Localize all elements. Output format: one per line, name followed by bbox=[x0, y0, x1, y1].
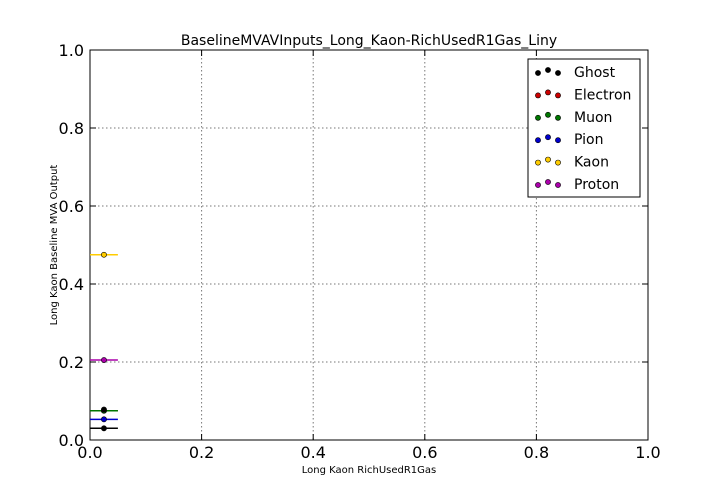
y-tick-label: 0.4 bbox=[59, 275, 84, 294]
legend-marker-proton bbox=[535, 182, 541, 188]
legend-label-ghost: Ghost bbox=[574, 65, 616, 81]
data-point-ghost bbox=[101, 425, 107, 432]
x-tick-label: 0.6 bbox=[412, 443, 437, 462]
y-axis-label: Long Kaon Baseline MVA Output bbox=[49, 165, 60, 326]
x-axis-label: Long Kaon RichUsedR1Gas bbox=[302, 465, 437, 476]
x-tick-label: 0.4 bbox=[300, 443, 325, 462]
data-point-kaon bbox=[101, 251, 107, 258]
y-tick-label: 0.6 bbox=[59, 197, 84, 216]
legend-marker-ghost bbox=[545, 67, 551, 73]
data-marks bbox=[90, 251, 118, 432]
legend-label-electron: Electron bbox=[574, 87, 631, 103]
chart-title: BaselineMVAVInputs_Long_Kaon-RichUsedR1G… bbox=[181, 33, 557, 49]
legend-marker-electron bbox=[545, 89, 551, 96]
legend-marker-ghost bbox=[535, 70, 541, 76]
legend-marker-ghost bbox=[555, 70, 561, 76]
plot-frame bbox=[89, 49, 649, 441]
x-tick-label: 0.2 bbox=[189, 443, 214, 462]
legend-marker-electron bbox=[535, 92, 541, 99]
legend-label-pion: Pion bbox=[574, 132, 603, 148]
legend-frame bbox=[527, 58, 641, 198]
legend-marker-pion bbox=[535, 137, 541, 144]
legend-marker-pion bbox=[545, 134, 551, 141]
y-tick-label: 1.0 bbox=[59, 41, 84, 60]
legend: Ghost Electron Muon Pion Kaon Proton bbox=[527, 58, 641, 198]
legend-label-kaon: Kaon bbox=[574, 155, 609, 171]
legend-marker-kaon bbox=[535, 159, 541, 166]
legend-marker-muon bbox=[535, 114, 541, 121]
legend-marker-muon bbox=[555, 114, 561, 121]
legend-label-muon: Muon bbox=[574, 110, 612, 126]
x-tick-label: 0.0 bbox=[77, 443, 102, 462]
legend-marker-pion bbox=[555, 137, 561, 144]
data-point-ghost bbox=[101, 406, 107, 413]
y-tick-label: 0.8 bbox=[59, 119, 84, 138]
axis-ticks: 0.0 0.2 0.4 0.6 0.8 1.0 0.0 0.2 0.4 0.6 0.8 1.0 bbox=[59, 41, 661, 462]
legend-marker-kaon bbox=[555, 159, 561, 166]
legend-marker-electron bbox=[555, 92, 561, 99]
data-point-proton bbox=[101, 357, 107, 363]
legend-marker-muon bbox=[545, 111, 551, 118]
y-tick-label: 0.2 bbox=[59, 353, 84, 372]
data-point-pion bbox=[101, 416, 107, 423]
legend-marker-proton bbox=[555, 182, 561, 188]
legend-label-proton: Proton bbox=[574, 177, 619, 193]
x-tick-label: 0.8 bbox=[524, 443, 549, 462]
legend-marker-kaon bbox=[545, 156, 551, 163]
legend-marker-proton bbox=[545, 179, 551, 185]
y-tick-label: 0.0 bbox=[59, 431, 84, 450]
x-tick-label: 1.0 bbox=[635, 443, 660, 462]
